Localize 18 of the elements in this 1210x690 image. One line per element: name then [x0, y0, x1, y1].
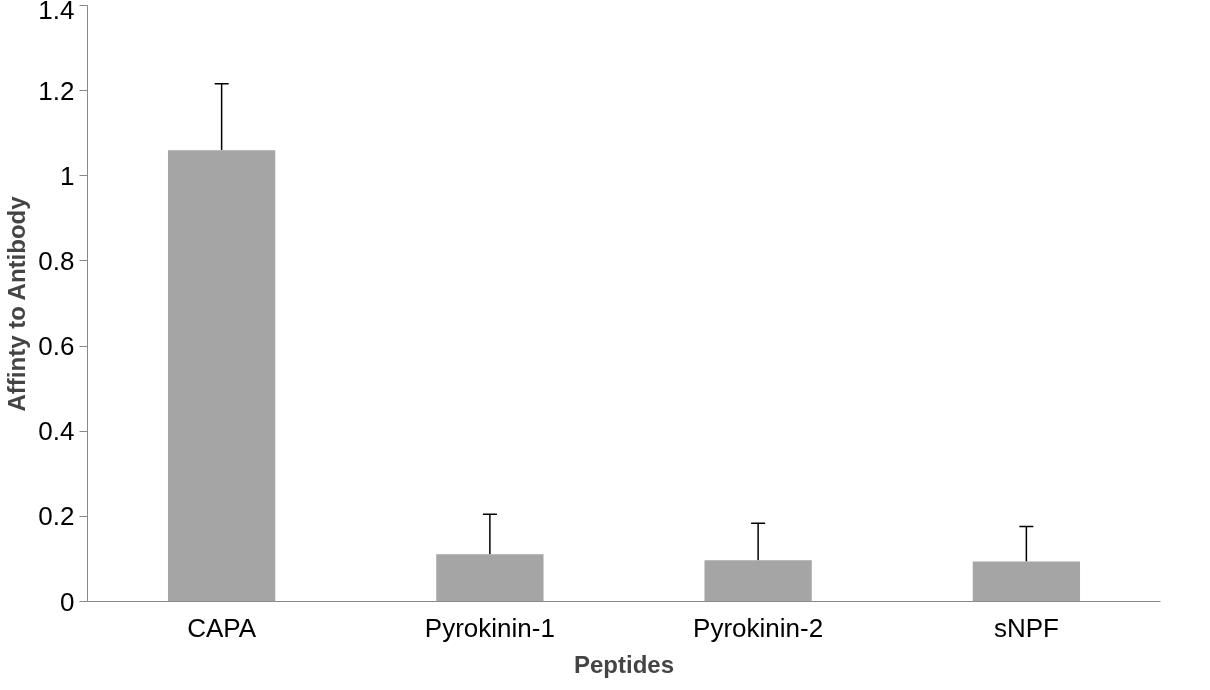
x-tick-label: CAPA	[187, 612, 257, 643]
y-tick-label: 1.2	[38, 75, 75, 106]
x-axis-title: Peptides	[573, 650, 675, 678]
y-tick-label: 1.4	[38, 0, 75, 25]
x-tick-label: Pyrokinin-1	[424, 612, 555, 643]
y-tick-label: 0.8	[38, 245, 75, 276]
bar	[436, 554, 544, 602]
bar	[972, 561, 1081, 602]
y-tick-label: 1	[60, 160, 75, 191]
y-tick-label: 0.2	[38, 501, 75, 532]
y-tick-label: 0	[60, 586, 75, 617]
bar	[167, 150, 276, 602]
y-tick-label: 0.4	[38, 416, 75, 447]
y-tick-label: 0.6	[38, 331, 75, 362]
bar	[704, 560, 812, 602]
x-tick-label: sNPF	[993, 612, 1059, 643]
y-axis-title: Affinty to Antibody	[3, 195, 31, 412]
x-tick-label: Pyrokinin-2	[693, 612, 824, 643]
